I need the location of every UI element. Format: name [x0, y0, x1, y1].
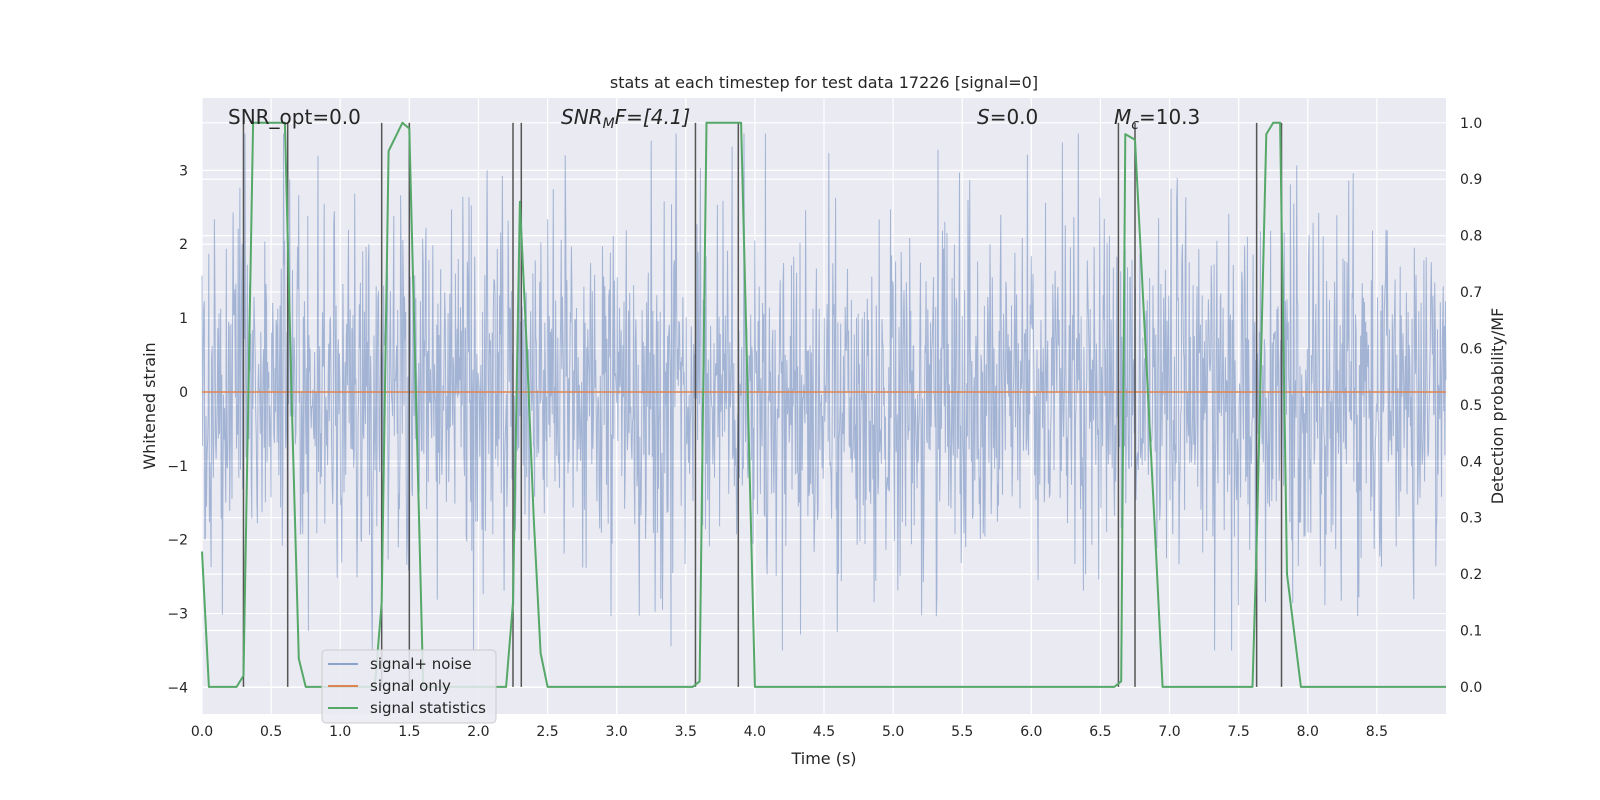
y-tick-label-right: 0.8: [1460, 229, 1482, 245]
y-tick-label-right: 0.2: [1460, 567, 1482, 583]
y-tick-label-left: 0: [179, 385, 188, 401]
y-tick-label-right: 0.5: [1460, 398, 1482, 414]
y-tick-label-left: −3: [167, 607, 188, 623]
y-tick-label-right: 0.0: [1460, 680, 1482, 696]
legend-label-signal: signal only: [370, 677, 451, 695]
x-tick-label: 7.0: [1158, 724, 1180, 740]
annotation-snr-opt: SNR_opt=0.0: [228, 105, 361, 129]
legend-label-statistics: signal statistics: [370, 699, 486, 717]
x-tick-label: 1.5: [398, 724, 420, 740]
x-tick-label: 0.0: [191, 724, 213, 740]
annotation-s: S=0.0: [977, 105, 1038, 129]
y-tick-label-right: 0.4: [1460, 454, 1482, 470]
x-tick-label: 0.5: [260, 724, 282, 740]
x-tick-label: 4.0: [744, 724, 766, 740]
x-tick-label: 5.0: [882, 724, 904, 740]
annotation-mc: Mc=10.3: [1114, 105, 1200, 133]
x-tick-label: 6.0: [1020, 724, 1042, 740]
y-tick-label-left: −4: [167, 680, 188, 696]
x-tick-label: 8.5: [1366, 724, 1388, 740]
tick-labels: 0.0 0.5 1.0 1.5 2.0 2.5 3.0 3.5 4.0 4.5 5.0 5.5 6.0 6…: [167, 116, 1482, 740]
y-tick-label-right: 0.7: [1460, 285, 1482, 301]
grid: [201, 98, 1446, 714]
annotation-snr-mf: SNRMF=[4.1]: [561, 105, 690, 132]
legend-label-noise: signal+ noise: [370, 655, 472, 673]
x-tick-label: 8.0: [1297, 724, 1319, 740]
y-tick-label-right: 0.6: [1460, 341, 1482, 357]
x-tick-label: 4.5: [813, 724, 835, 740]
y-tick-label-left: −1: [167, 459, 188, 475]
signal-statistics-line: [201, 121, 1446, 688]
y-tick-label-right: 1.0: [1460, 116, 1482, 132]
y-tick-label-left: 1: [179, 311, 188, 327]
y-tick-label-right: 0.1: [1460, 624, 1482, 640]
x-tick-label: 6.5: [1089, 724, 1111, 740]
legend: signal+ noise signal only signal statist…: [321, 649, 497, 724]
x-tick-label: 7.5: [1228, 724, 1250, 740]
x-tick-label: 2.0: [467, 724, 489, 740]
detection-vertical-lines: [242, 122, 1283, 687]
y-tick-label-right: 0.3: [1460, 511, 1482, 527]
y-tick-label-left: −2: [167, 533, 188, 549]
x-axis-label: Time (s): [790, 749, 856, 768]
x-tick-label: 3.0: [606, 724, 628, 740]
x-tick-label: 3.5: [675, 724, 697, 740]
y-tick-label-left: 2: [179, 237, 188, 253]
legend-box: [321, 649, 497, 724]
y-axis-label-right: Detection probability/MF: [1488, 308, 1507, 505]
chart-title: stats at each timestep for test data 172…: [610, 73, 1038, 92]
y-axis-label-left: Whitened strain: [140, 342, 159, 469]
y-tick-label-right: 0.9: [1460, 172, 1482, 188]
x-tick-label: 1.0: [329, 724, 351, 740]
x-tick-label: 2.5: [536, 724, 558, 740]
y-tick-label-left: 3: [179, 163, 188, 179]
x-tick-label: 5.5: [951, 724, 973, 740]
